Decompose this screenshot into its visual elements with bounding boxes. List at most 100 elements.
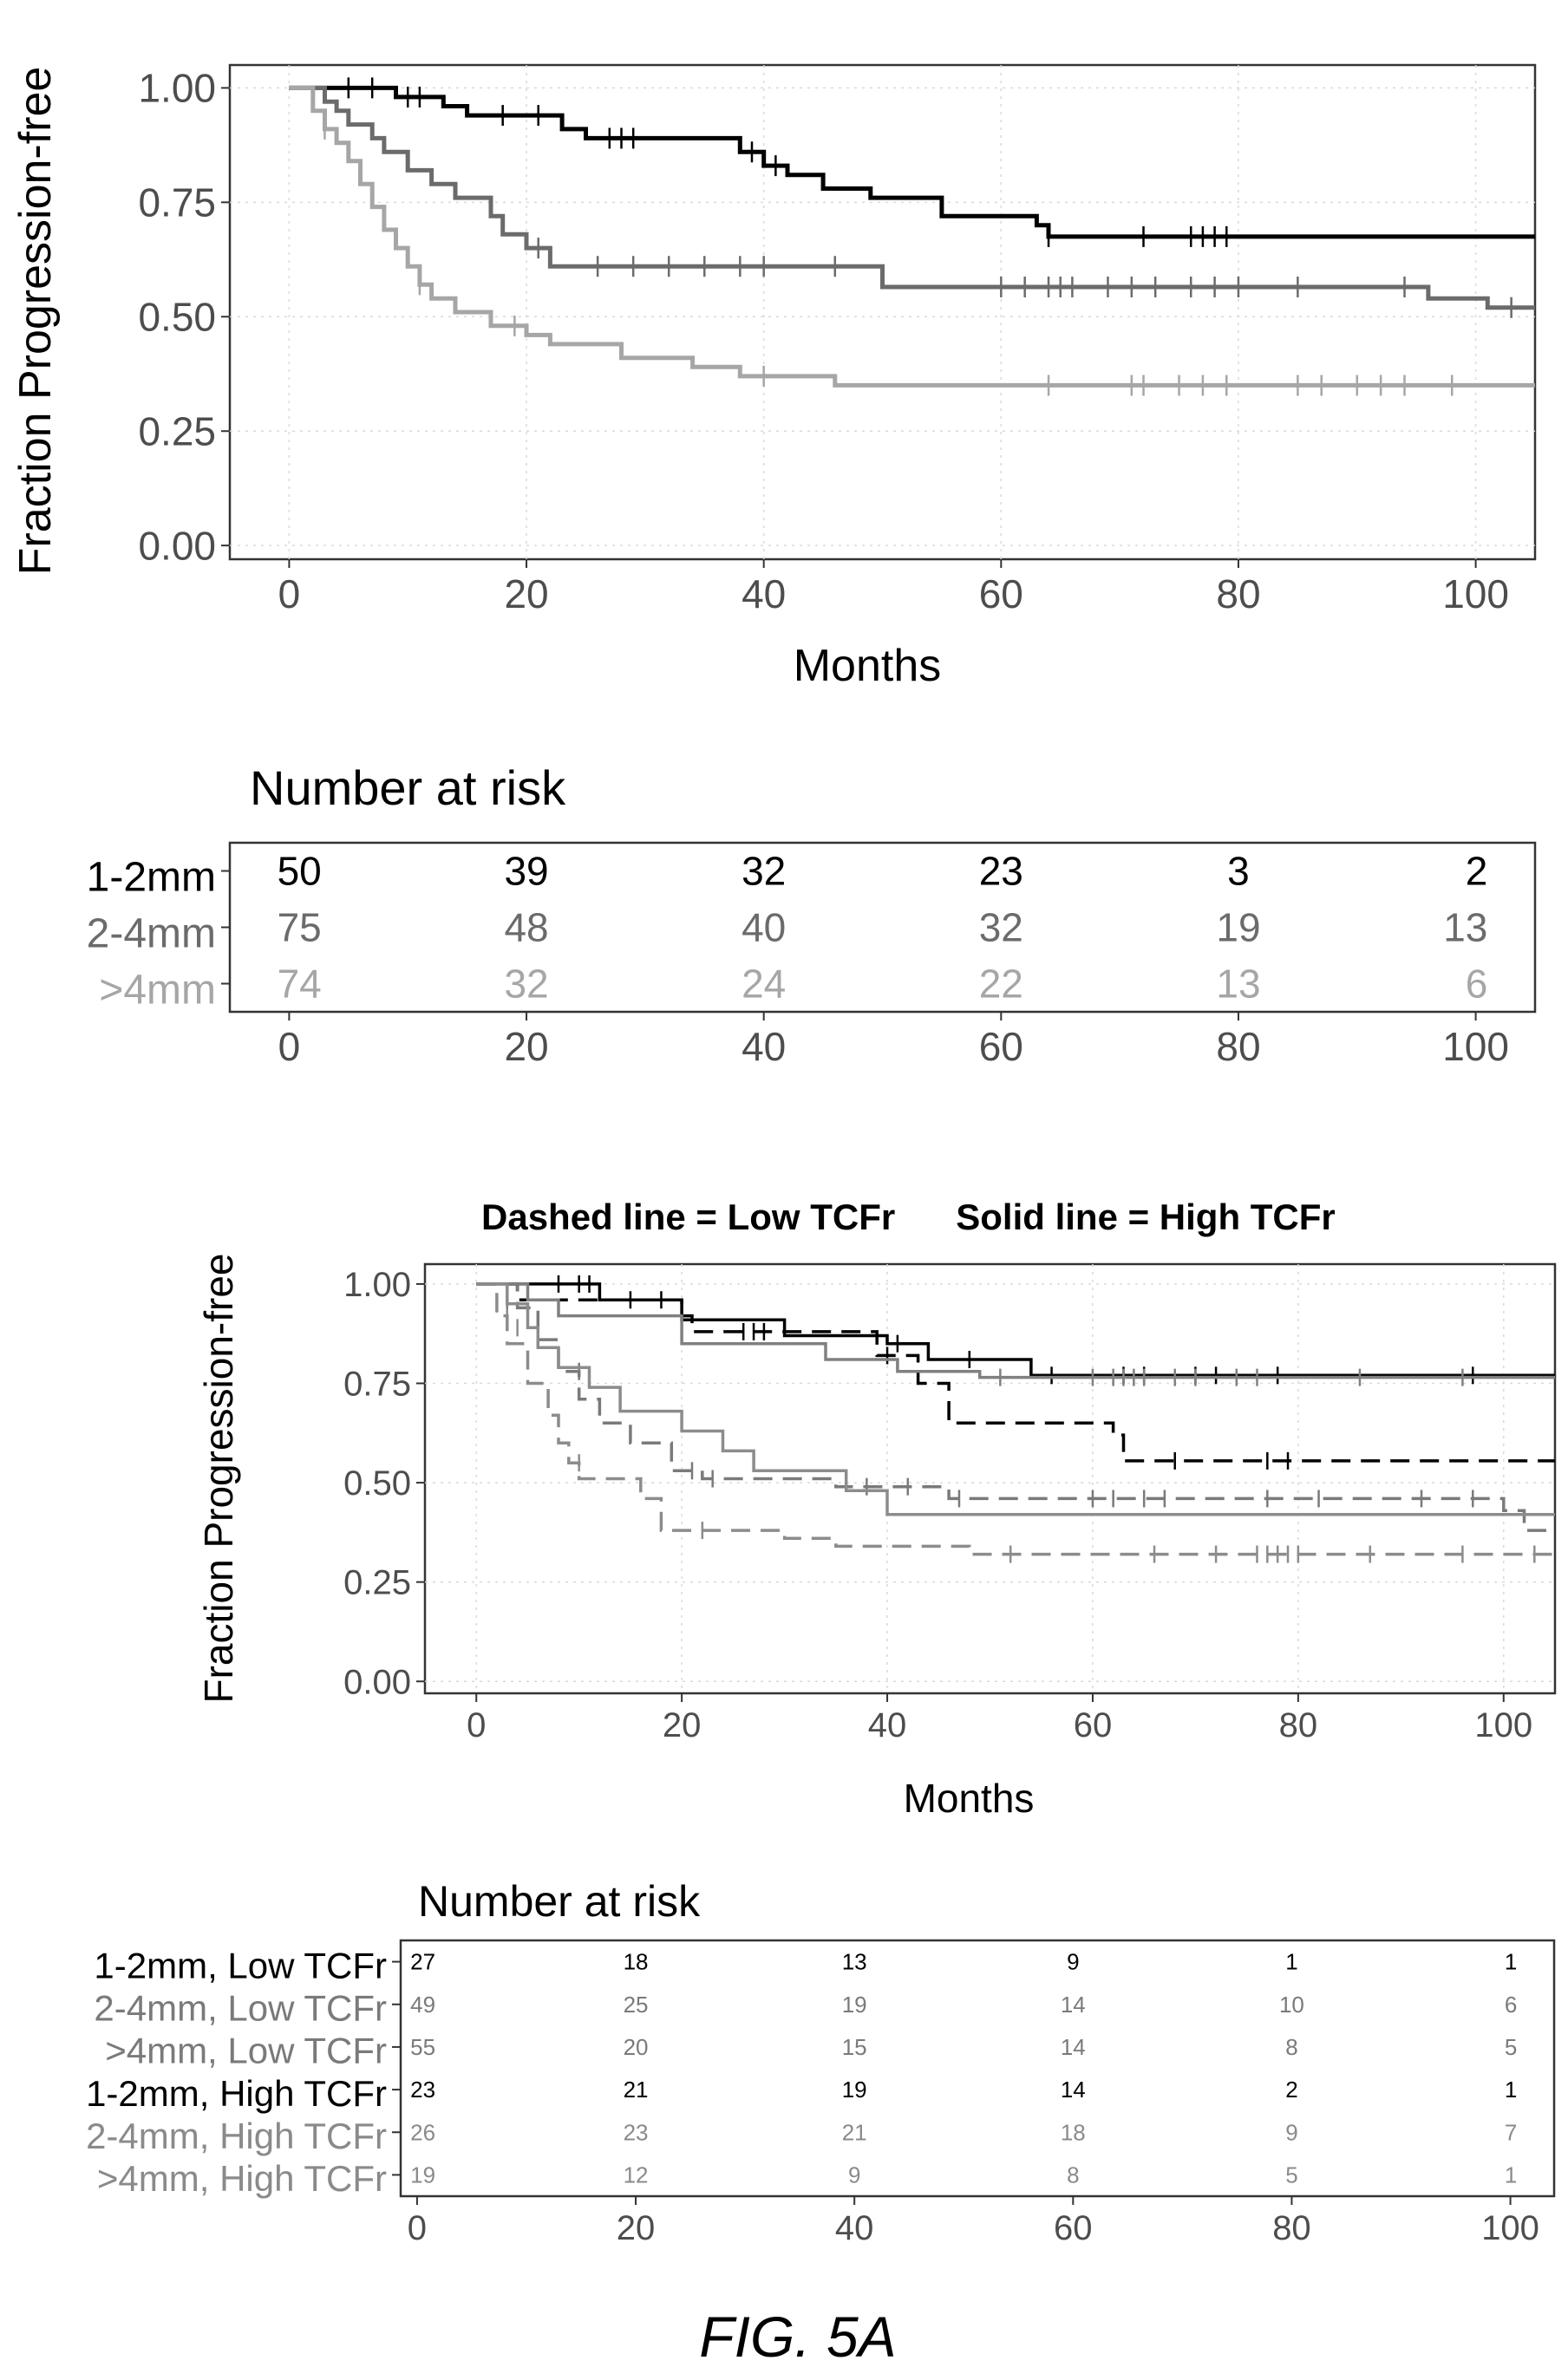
risk-row-label: >4mm <box>99 967 216 1013</box>
x-tick-label: 20 <box>504 1024 548 1069</box>
risk-count: 19 <box>842 2077 867 2103</box>
x-tick-label: 20 <box>663 1706 702 1744</box>
risk-row-label: 2-4mm <box>87 910 216 956</box>
risk-count: 23 <box>624 2119 649 2145</box>
km-series <box>289 77 1535 247</box>
y-tick-label: 0.75 <box>138 179 216 225</box>
risk-count: 9 <box>848 2162 860 2188</box>
risk-count: 19 <box>1216 905 1260 950</box>
risk-count: 21 <box>624 2077 649 2103</box>
risk-row-label: 1-2mm, Low TCFr <box>94 1945 387 1986</box>
km-survival-curve <box>476 1282 1555 1379</box>
risk-count: 14 <box>1061 2034 1086 2060</box>
risk-table-frame <box>228 841 1537 1014</box>
risk-count: 21 <box>842 2119 867 2145</box>
risk-count: 22 <box>979 962 1023 1007</box>
risk-count: 8 <box>1067 2162 1079 2188</box>
risk-row-label: 2-4mm, High TCFr <box>86 2116 387 2156</box>
risk-count: 19 <box>410 2162 435 2188</box>
risk-count: 9 <box>1285 2119 1297 2145</box>
x-tick-label: 100 <box>1474 1706 1532 1744</box>
risk-table-thickness: Number at risk 1-2mm 50 39 32 23 3 22-4mm 75 48 4… <box>87 760 1537 1069</box>
x-tick-label: 80 <box>1279 1706 1318 1744</box>
risk-count: 50 <box>278 849 322 894</box>
risk-count: 6 <box>1466 962 1488 1007</box>
x-tick-label: 40 <box>742 571 786 616</box>
y-axis-label: Fraction Progression-free <box>196 1254 241 1704</box>
km-plot-tcfr: Dashed line = Low TCFr Solid line = High… <box>196 1197 1557 1821</box>
x-tick-label: 40 <box>742 1024 786 1069</box>
plot-frame <box>228 63 1537 561</box>
risk-count: 1 <box>1505 1949 1517 1975</box>
km-survival-curve <box>476 1282 1555 1378</box>
risk-count: 1 <box>1505 2162 1517 2188</box>
y-tick-label: 0.00 <box>138 523 216 568</box>
risk-count: 55 <box>410 2034 435 2060</box>
chart-title: Dashed line = Low TCFr Solid line = High… <box>481 1197 1336 1237</box>
x-axis-label: Months <box>794 641 942 691</box>
x-tick-label: 100 <box>1481 2209 1539 2247</box>
x-tick-label: 20 <box>617 2209 656 2247</box>
risk-count: 75 <box>278 905 322 950</box>
risk-count: 19 <box>842 1992 867 2018</box>
x-axis-label: Months <box>904 1776 1035 1821</box>
risk-count: 48 <box>504 905 548 950</box>
risk-row-label: 1-2mm <box>87 854 216 900</box>
y-tick-label: 1.00 <box>138 65 216 110</box>
km-plot-thickness: 0.00 0.25 0.50 0.75 1.00 0 20 40 60 80 100 Months… <box>10 63 1537 691</box>
risk-count: 2 <box>1285 2077 1297 2103</box>
risk-count: 7 <box>1505 2119 1517 2145</box>
y-tick-label: 0.50 <box>138 294 216 339</box>
km-survival-curve <box>476 1282 1555 1556</box>
risk-count: 23 <box>979 849 1023 894</box>
x-tick-label: 60 <box>1074 1706 1113 1744</box>
risk-count: 39 <box>504 849 548 894</box>
risk-count: 1 <box>1505 2077 1517 2103</box>
risk-count: 13 <box>1443 905 1487 950</box>
x-tick-label: 40 <box>868 1706 907 1744</box>
km-survival-curve <box>476 1282 1555 1516</box>
risk-count: 24 <box>742 962 786 1007</box>
risk-count: 27 <box>410 1949 435 1975</box>
risk-count: 8 <box>1285 2034 1297 2060</box>
risk-count: 14 <box>1061 2077 1086 2103</box>
y-tick-label: 0.50 <box>343 1464 411 1503</box>
x-tick-label: 60 <box>979 571 1023 616</box>
risk-count: 10 <box>1279 1992 1304 2018</box>
risk-count: 23 <box>410 2077 435 2103</box>
risk-count: 26 <box>410 2119 435 2145</box>
risk-table-title: Number at risk <box>418 1877 701 1926</box>
figure-caption: FIG. 5A <box>699 2305 896 2369</box>
risk-count: 3 <box>1227 849 1250 894</box>
risk-row-label: 2-4mm, Low TCFr <box>94 1987 387 2028</box>
risk-count: 9 <box>1067 1949 1079 1975</box>
risk-count: 74 <box>278 962 322 1007</box>
x-tick-label: 100 <box>1442 571 1509 616</box>
x-tick-label: 100 <box>1442 1024 1509 1069</box>
y-tick-label: 0.25 <box>343 1564 411 1602</box>
km-series <box>289 85 1535 396</box>
y-tick-label: 1.00 <box>343 1266 411 1304</box>
risk-count: 20 <box>624 2034 649 2060</box>
risk-count: 13 <box>842 1949 867 1975</box>
risk-row-label: >4mm, Low TCFr <box>105 2031 387 2071</box>
risk-row-label: >4mm, High TCFr <box>97 2158 387 2199</box>
x-tick-label: 40 <box>835 2209 874 2247</box>
km-survival-curve <box>289 85 1535 310</box>
risk-count: 32 <box>979 905 1023 950</box>
km-series <box>476 1282 1555 1532</box>
x-tick-label: 0 <box>467 1706 486 1744</box>
x-tick-label: 0 <box>278 571 301 616</box>
risk-count: 2 <box>1466 849 1488 894</box>
risk-count: 14 <box>1061 1992 1086 2018</box>
risk-count: 40 <box>742 905 786 950</box>
x-tick-label: 80 <box>1216 1024 1260 1069</box>
km-survival-curve <box>476 1282 1555 1532</box>
risk-count: 49 <box>410 1992 435 2018</box>
risk-table-title: Number at risk <box>250 760 566 815</box>
km-series <box>476 1282 1555 1386</box>
km-series <box>289 85 1535 318</box>
x-tick-label: 0 <box>278 1024 301 1069</box>
y-tick-label: 0.00 <box>343 1663 411 1701</box>
